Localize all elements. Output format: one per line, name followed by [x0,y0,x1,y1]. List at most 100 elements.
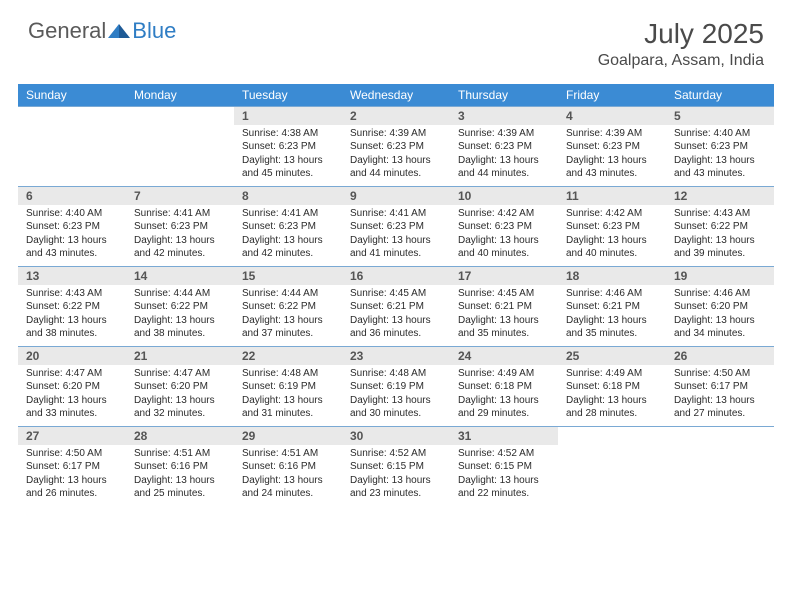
sunset-text: Sunset: 6:16 PM [134,460,226,474]
day-number: 17 [450,267,558,285]
sunset-text: Sunset: 6:23 PM [674,140,766,154]
daylight-text: Daylight: 13 hours and 42 minutes. [134,234,226,261]
brand-logo: General Blue [28,18,176,44]
day-content: Sunrise: 4:42 AMSunset: 6:23 PMDaylight:… [450,205,558,267]
page-header: General Blue July 2025 Goalpara, Assam, … [0,0,792,78]
daylight-text: Daylight: 13 hours and 33 minutes. [26,394,118,421]
day-content: Sunrise: 4:46 AMSunset: 6:21 PMDaylight:… [558,285,666,347]
day-number: 30 [342,427,450,445]
weekday-header: Thursday [450,84,558,107]
daylight-text: Daylight: 13 hours and 38 minutes. [134,314,226,341]
sunset-text: Sunset: 6:18 PM [566,380,658,394]
sunrise-text: Sunrise: 4:43 AM [674,207,766,221]
day-content: Sunrise: 4:47 AMSunset: 6:20 PMDaylight:… [126,365,234,427]
daylight-text: Daylight: 13 hours and 37 minutes. [242,314,334,341]
daylight-text: Daylight: 13 hours and 29 minutes. [458,394,550,421]
sunset-text: Sunset: 6:22 PM [242,300,334,314]
sunrise-text: Sunrise: 4:42 AM [458,207,550,221]
day-content: Sunrise: 4:48 AMSunset: 6:19 PMDaylight:… [234,365,342,427]
day-content: Sunrise: 4:46 AMSunset: 6:20 PMDaylight:… [666,285,774,347]
day-number: 20 [18,347,126,365]
weekday-header-row: Sunday Monday Tuesday Wednesday Thursday… [18,84,774,107]
daylight-text: Daylight: 13 hours and 35 minutes. [458,314,550,341]
daylight-text: Daylight: 13 hours and 42 minutes. [242,234,334,261]
weekday-header: Wednesday [342,84,450,107]
sunrise-text: Sunrise: 4:48 AM [242,367,334,381]
day-content: Sunrise: 4:50 AMSunset: 6:17 PMDaylight:… [666,365,774,427]
sunrise-text: Sunrise: 4:49 AM [458,367,550,381]
day-content: Sunrise: 4:40 AMSunset: 6:23 PMDaylight:… [666,125,774,187]
daynum-row: 6789101112 [18,187,774,205]
daylight-text: Daylight: 13 hours and 41 minutes. [350,234,442,261]
day-number: 3 [450,107,558,125]
day-content: Sunrise: 4:52 AMSunset: 6:15 PMDaylight:… [450,445,558,507]
sunrise-text: Sunrise: 4:39 AM [458,127,550,141]
daylight-text: Daylight: 13 hours and 22 minutes. [458,474,550,501]
day-number: 4 [558,107,666,125]
daylight-text: Daylight: 13 hours and 30 minutes. [350,394,442,421]
daylight-text: Daylight: 13 hours and 24 minutes. [242,474,334,501]
sunrise-text: Sunrise: 4:38 AM [242,127,334,141]
day-number: 9 [342,187,450,205]
day-number: 14 [126,267,234,285]
empty-content-cell [126,125,234,187]
day-number: 18 [558,267,666,285]
empty-content-cell [18,125,126,187]
brand-text-blue: Blue [132,18,176,44]
sunrise-text: Sunrise: 4:40 AM [674,127,766,141]
day-content: Sunrise: 4:47 AMSunset: 6:20 PMDaylight:… [18,365,126,427]
day-content: Sunrise: 4:39 AMSunset: 6:23 PMDaylight:… [558,125,666,187]
sunset-text: Sunset: 6:23 PM [458,220,550,234]
sunrise-text: Sunrise: 4:45 AM [458,287,550,301]
sunrise-text: Sunrise: 4:43 AM [26,287,118,301]
day-content: Sunrise: 4:39 AMSunset: 6:23 PMDaylight:… [342,125,450,187]
sunset-text: Sunset: 6:22 PM [674,220,766,234]
brand-triangle-icon [108,22,130,40]
content-row: Sunrise: 4:47 AMSunset: 6:20 PM Daylight:… [18,365,774,427]
sunrise-text: Sunrise: 4:52 AM [458,447,550,461]
day-number: 10 [450,187,558,205]
sunset-text: Sunset: 6:22 PM [26,300,118,314]
sunset-text: Sunset: 6:19 PM [350,380,442,394]
sunrise-text: Sunrise: 4:44 AM [134,287,226,301]
sunrise-text: Sunrise: 4:41 AM [242,207,334,221]
sunrise-text: Sunrise: 4:42 AM [566,207,658,221]
sunset-text: Sunset: 6:23 PM [350,140,442,154]
day-number: 27 [18,427,126,445]
day-number: 15 [234,267,342,285]
sunrise-text: Sunrise: 4:39 AM [566,127,658,141]
day-content: Sunrise: 4:42 AMSunset: 6:23 PMDaylight:… [558,205,666,267]
day-number: 16 [342,267,450,285]
daylight-text: Daylight: 13 hours and 27 minutes. [674,394,766,421]
day-number: 7 [126,187,234,205]
sunrise-text: Sunrise: 4:50 AM [26,447,118,461]
day-content: Sunrise: 4:51 AMSunset: 6:16 PMDaylight:… [126,445,234,507]
day-content: Sunrise: 4:39 AMSunset: 6:23 PMDaylight:… [450,125,558,187]
day-number: 21 [126,347,234,365]
day-number: 13 [18,267,126,285]
weekday-header: Tuesday [234,84,342,107]
day-content: Sunrise: 4:52 AMSunset: 6:15 PMDaylight:… [342,445,450,507]
sunrise-text: Sunrise: 4:46 AM [566,287,658,301]
day-number: 19 [666,267,774,285]
daylight-text: Daylight: 13 hours and 34 minutes. [674,314,766,341]
calendar-table: Sunday Monday Tuesday Wednesday Thursday… [18,84,774,507]
title-block: July 2025 Goalpara, Assam, India [598,18,764,70]
day-number: 22 [234,347,342,365]
sunset-text: Sunset: 6:20 PM [134,380,226,394]
sunrise-text: Sunrise: 4:47 AM [134,367,226,381]
empty-content-cell [666,445,774,507]
empty-daynum-cell [666,427,774,445]
sunrise-text: Sunrise: 4:50 AM [674,367,766,381]
daylight-text: Daylight: 13 hours and 40 minutes. [566,234,658,261]
sunrise-text: Sunrise: 4:48 AM [350,367,442,381]
sunset-text: Sunset: 6:16 PM [242,460,334,474]
empty-daynum-cell [558,427,666,445]
daylight-text: Daylight: 13 hours and 38 minutes. [26,314,118,341]
empty-daynum-cell [126,107,234,125]
sunrise-text: Sunrise: 4:51 AM [134,447,226,461]
day-content: Sunrise: 4:49 AMSunset: 6:18 PMDaylight:… [450,365,558,427]
daylight-text: Daylight: 13 hours and 25 minutes. [134,474,226,501]
sunset-text: Sunset: 6:19 PM [242,380,334,394]
day-number: 12 [666,187,774,205]
